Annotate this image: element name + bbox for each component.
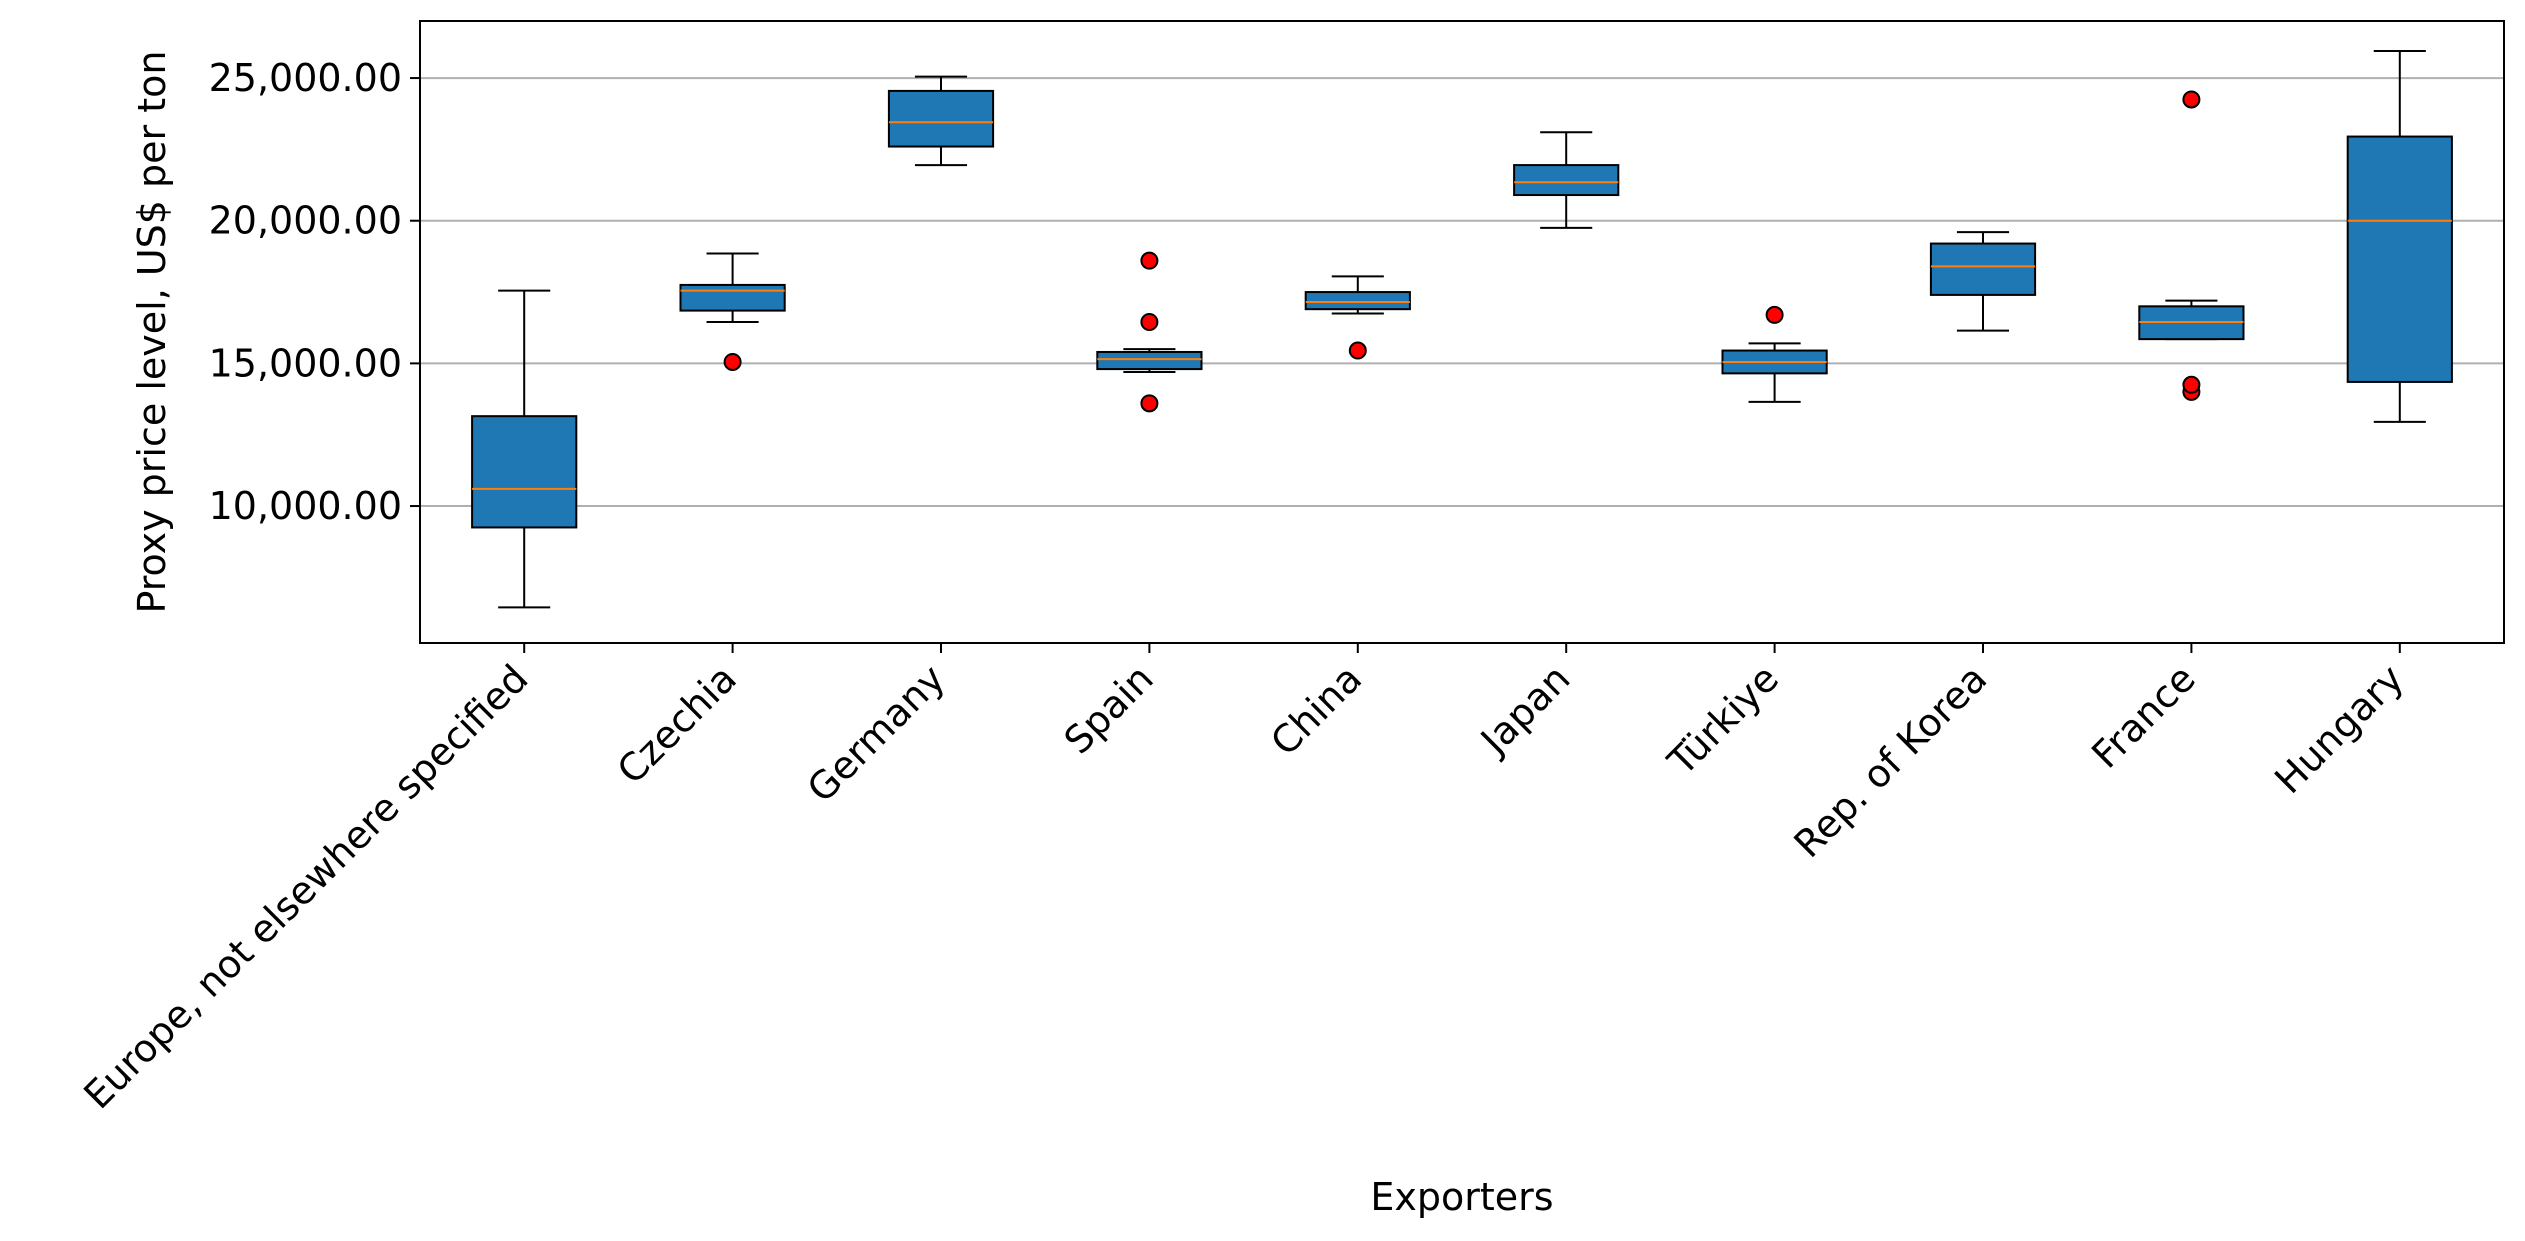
box-10 — [2346, 49, 2453, 423]
x-tick-label: Türkiye — [1659, 656, 1787, 784]
x-axis-ticks: Europe, not elsewhere specified Czechia Ge… — [75, 643, 2412, 1117]
iqr-box — [1096, 350, 1203, 371]
y-tick-label: 25,000.00 — [209, 56, 402, 100]
outlier-point — [1348, 341, 1367, 360]
box-9 — [2138, 90, 2245, 401]
grid-lines — [420, 77, 2504, 508]
iqr-box — [2346, 135, 2453, 383]
outlier-point — [1765, 305, 1784, 324]
outlier-point — [1140, 313, 1159, 332]
y-axis-label: Proxy price level, US$ per ton — [130, 51, 174, 614]
box-5 — [1304, 275, 1411, 360]
y-tick-label: 10,000.00 — [209, 484, 402, 528]
box-3 — [887, 75, 995, 167]
x-tick-label: Czechia — [609, 656, 745, 792]
x-tick-label: Germany — [799, 656, 954, 811]
x-tick-label: France — [2083, 656, 2203, 776]
x-tick-label: China — [1262, 656, 1370, 764]
outlier-point — [723, 352, 742, 371]
x-tick-label: Hungary — [2266, 656, 2412, 802]
iqr-box — [1929, 242, 2037, 296]
box-4 — [1096, 251, 1203, 413]
outlier-point — [1140, 394, 1159, 413]
boxes — [471, 49, 2453, 609]
iqr-box — [1513, 164, 1620, 197]
x-tick-label: Rep. of Korea — [1785, 656, 1995, 866]
iqr-box — [1304, 291, 1411, 311]
iqr-box — [471, 415, 578, 529]
box-7 — [1721, 305, 1828, 403]
x-tick-label: Spain — [1056, 656, 1162, 762]
iqr-box — [679, 283, 786, 312]
x-tick-label: Japan — [1471, 656, 1578, 763]
outlier-point — [1140, 251, 1159, 270]
x-tick-label: Europe, not elsewhere specified — [75, 656, 536, 1117]
box-8 — [1929, 231, 2037, 332]
box-6 — [1513, 131, 1620, 229]
plot-area-frame — [419, 20, 2505, 644]
outlier-point — [2182, 90, 2201, 109]
box-2 — [679, 252, 786, 371]
iqr-box — [887, 89, 995, 148]
y-tick-label: 15,000.00 — [209, 341, 402, 385]
y-axis-ticks: 10,000.00 15,000.00 20,000.00 25,000.00 — [209, 56, 420, 528]
box-1 — [471, 289, 578, 609]
outlier-point — [2182, 375, 2201, 394]
y-tick-label: 20,000.00 — [209, 199, 402, 243]
x-axis-label: Exporters — [1370, 1175, 1553, 1219]
